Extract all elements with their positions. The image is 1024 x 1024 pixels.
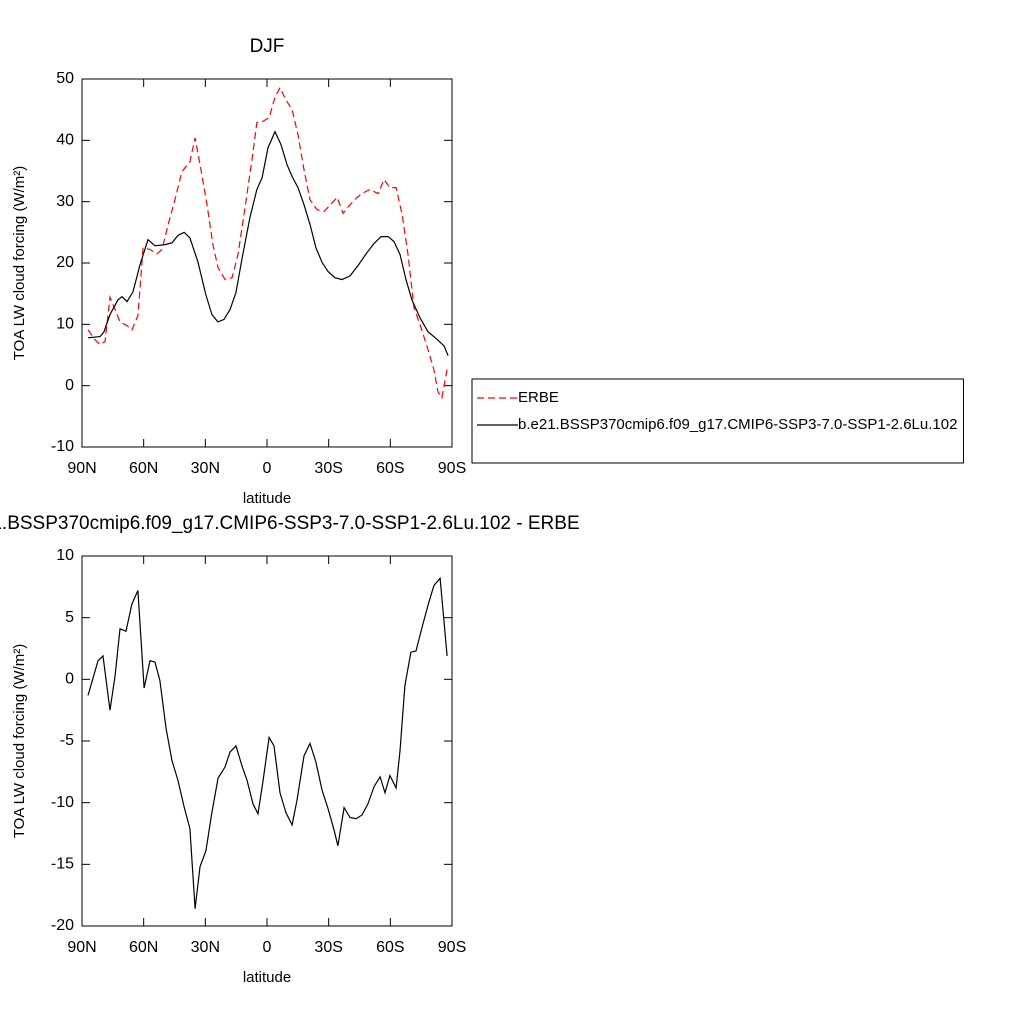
data-line xyxy=(87,86,448,400)
x-tick-label: 90S xyxy=(438,939,466,956)
x-tick-label: 30N xyxy=(191,460,220,477)
legend-frame xyxy=(471,378,964,464)
y-tick-label: -10 xyxy=(51,794,74,811)
y-tick-label: 10 xyxy=(56,316,74,333)
x-axis-label: latitude xyxy=(243,969,291,986)
y-tick-label: -15 xyxy=(51,856,74,873)
x-tick-label: 30S xyxy=(314,460,342,477)
data-line xyxy=(87,130,449,356)
y-axis-label: TOA LW cloud forcing (W/m²) xyxy=(11,644,28,838)
x-tick-label: 0 xyxy=(263,460,272,477)
x-tick-label: 60S xyxy=(376,460,404,477)
data-line xyxy=(87,576,448,909)
y-axis-label: TOA LW cloud forcing (W/m²) xyxy=(11,166,28,360)
y-tick-label: 10 xyxy=(56,547,74,564)
chart-title: DJF xyxy=(250,36,285,57)
y-tick-label: 20 xyxy=(56,254,74,271)
plot-frame xyxy=(81,78,453,448)
x-tick-label: 60S xyxy=(376,939,404,956)
y-tick-label: 5 xyxy=(65,609,74,626)
y-tick-label: -20 xyxy=(51,917,74,934)
legend: ERBE b.e21.BSSP370cmip6.f09_g17.CMIP6-SSP… xyxy=(471,378,964,464)
chart-title: b.e21.BSSP370cmip6.f09_g17.CMIP6-SSP3-7.… xyxy=(0,513,580,534)
x-tick-label: 90N xyxy=(67,460,96,477)
x-tick-label: 30S xyxy=(314,939,342,956)
x-tick-label: 90S xyxy=(438,460,466,477)
plot-frame xyxy=(81,555,453,927)
x-axis-label: latitude xyxy=(243,490,291,507)
y-tick-label: 40 xyxy=(56,132,74,149)
y-tick-label: 0 xyxy=(65,671,74,688)
x-tick-label: 90N xyxy=(67,939,96,956)
x-tick-label: 60N xyxy=(129,939,158,956)
x-tick-label: 0 xyxy=(263,939,272,956)
legend-label: b.e21.BSSP370cmip6.f09_g17.CMIP6-SSP3-7.… xyxy=(518,416,957,433)
x-tick-label: 30N xyxy=(191,939,220,956)
x-tick-label: 60N xyxy=(129,460,158,477)
y-tick-label: -5 xyxy=(60,732,74,749)
legend-label: ERBE xyxy=(518,389,559,406)
y-tick-label: 0 xyxy=(65,377,74,394)
y-tick-label: -10 xyxy=(51,438,74,455)
y-tick-label: 30 xyxy=(56,193,74,210)
y-tick-label: 50 xyxy=(56,70,74,87)
